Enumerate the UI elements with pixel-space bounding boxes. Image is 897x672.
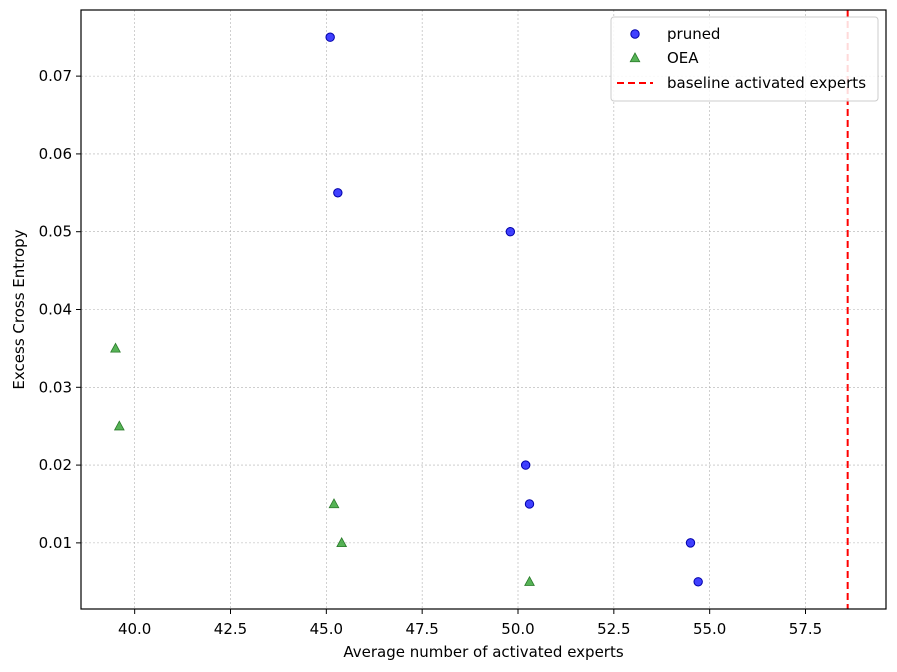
y-axis-ticks: 0.01 0.02 0.03 0.04 0.05 0.06 0.07 bbox=[39, 67, 81, 552]
oea-point bbox=[110, 342, 121, 353]
y-tick-label: 0.06 bbox=[39, 145, 72, 163]
legend-entry-oea: OEA bbox=[629, 49, 699, 67]
legend-box bbox=[610, 16, 879, 102]
pruned-point bbox=[524, 499, 535, 509]
oea-point bbox=[328, 498, 340, 509]
y-axis-label: Excess Cross Entropy bbox=[10, 229, 28, 389]
x-tick-label: 50.0 bbox=[501, 620, 534, 638]
oea-point bbox=[113, 420, 125, 431]
x-tick-label: 57.5 bbox=[789, 620, 822, 638]
legend-entry-pruned: pruned bbox=[630, 25, 720, 43]
legend-label-baseline: baseline activated experts bbox=[667, 74, 866, 92]
pruned-point bbox=[333, 188, 343, 198]
legend-label-oea: OEA bbox=[667, 49, 699, 67]
data-points bbox=[110, 32, 703, 587]
legend-entry-baseline: baseline activated experts bbox=[617, 74, 866, 92]
y-tick-label: 0.07 bbox=[39, 67, 72, 85]
x-axis-ticks: 40.0 42.5 45.0 47.5 50.0 52.5 55.0 57.5 bbox=[118, 609, 822, 638]
x-axis-label: Average number of activated experts bbox=[343, 643, 623, 661]
pruned-point bbox=[685, 538, 696, 548]
legend-marker-pruned bbox=[630, 29, 640, 39]
y-tick-label: 0.04 bbox=[39, 301, 72, 319]
x-tick-label: 55.0 bbox=[693, 620, 726, 638]
x-tick-label: 45.0 bbox=[310, 620, 343, 638]
x-tick-label: 47.5 bbox=[405, 620, 438, 638]
legend-label-pruned: pruned bbox=[667, 25, 720, 43]
legend: pruned OEA baseline activated experts bbox=[610, 16, 879, 102]
y-tick-label: 0.02 bbox=[39, 456, 72, 474]
pruned-point bbox=[505, 227, 516, 237]
x-tick-label: 40.0 bbox=[118, 620, 151, 638]
pruned-point bbox=[325, 32, 335, 42]
oea-point bbox=[336, 537, 348, 548]
y-tick-label: 0.03 bbox=[39, 378, 72, 396]
x-tick-label: 52.5 bbox=[597, 620, 630, 638]
x-tick-label: 42.5 bbox=[214, 620, 247, 638]
legend-marker-oea bbox=[629, 52, 641, 63]
pruned-point bbox=[693, 577, 703, 587]
oea-point bbox=[524, 575, 535, 586]
pruned-point bbox=[520, 460, 531, 470]
y-tick-label: 0.05 bbox=[39, 223, 72, 241]
y-tick-label: 0.01 bbox=[39, 534, 72, 552]
